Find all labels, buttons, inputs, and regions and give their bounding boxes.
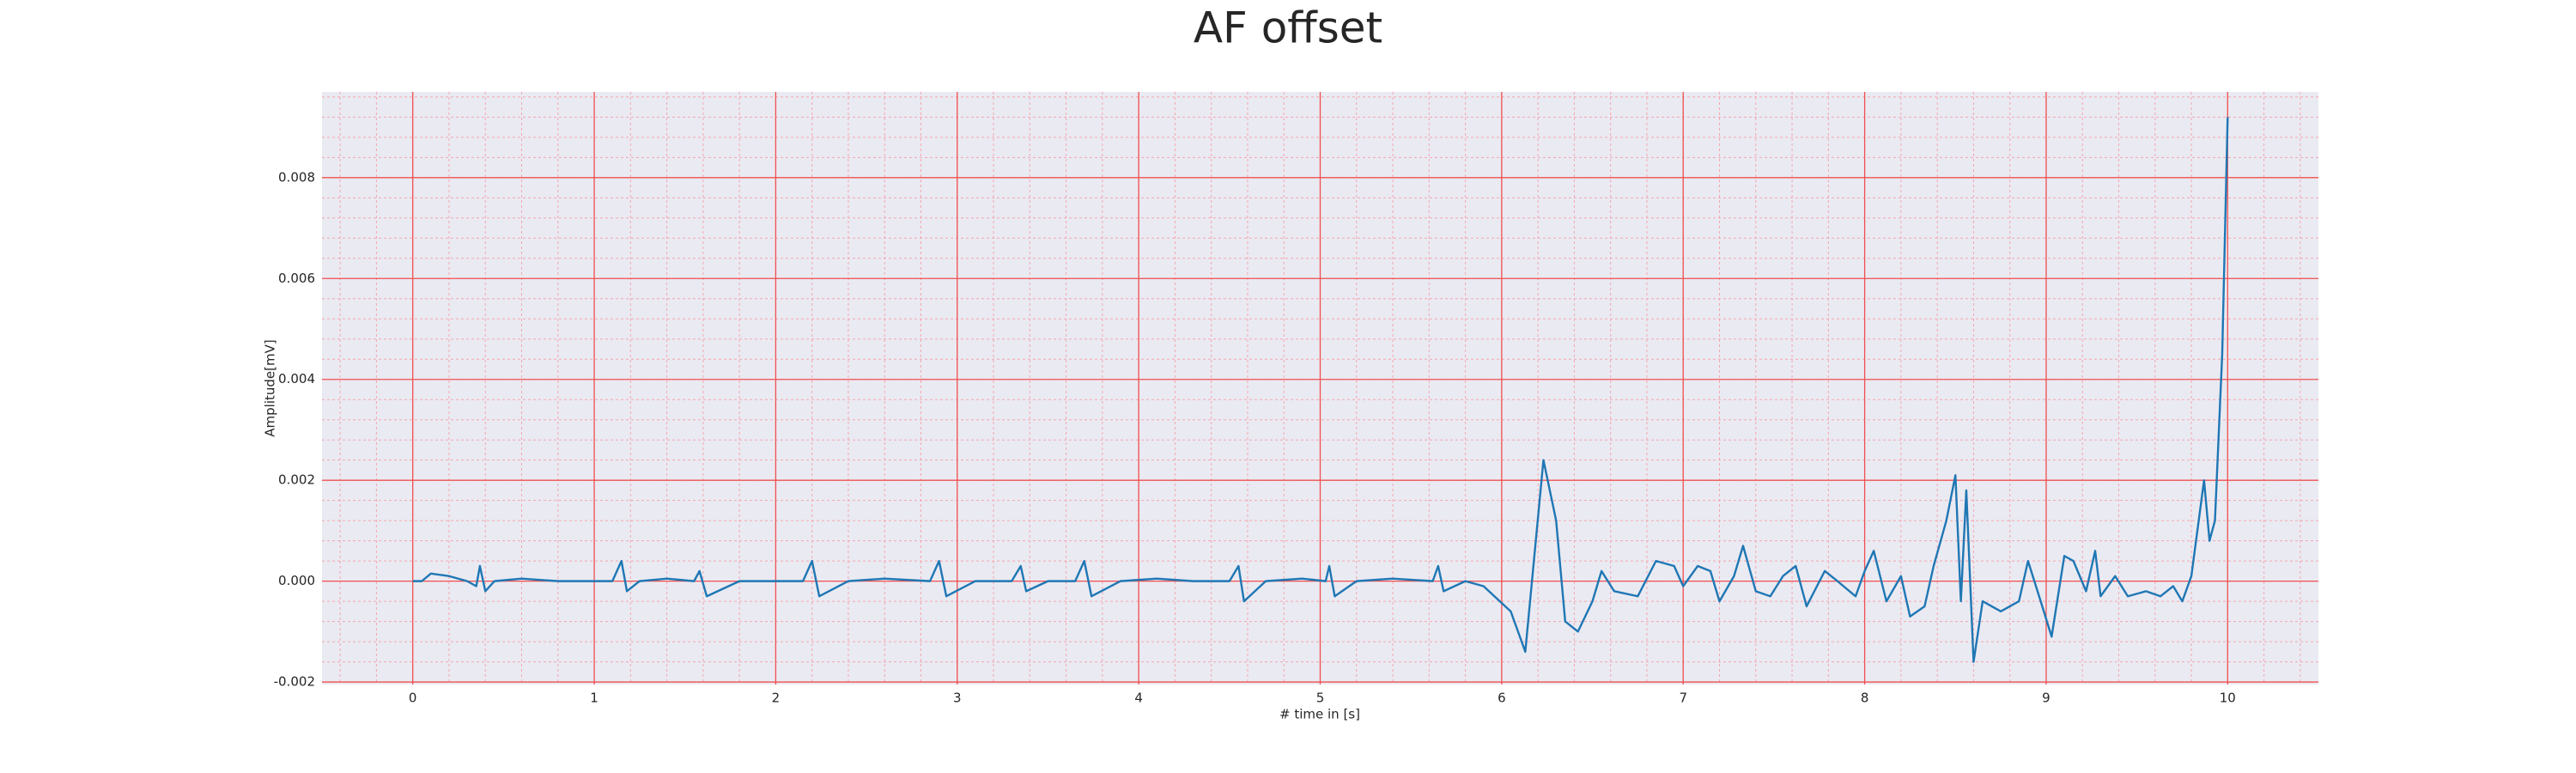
- x-tick-label: 9: [2042, 691, 2050, 706]
- x-tick-label: 6: [1498, 691, 1506, 706]
- y-tick-label: 0.004: [278, 371, 315, 386]
- y-axis-label: Amplitude[mV]: [263, 339, 278, 436]
- x-tick-label: 1: [590, 691, 598, 706]
- x-tick-label: 8: [1861, 691, 1869, 706]
- x-tick-label: 5: [1316, 691, 1325, 706]
- y-tick-label: 0.002: [278, 472, 315, 488]
- y-tick-label: 0.008: [278, 169, 315, 185]
- chart-title: AF offset: [1194, 3, 1382, 53]
- x-tick-label: 7: [1679, 691, 1687, 706]
- y-tick-label: 0.006: [278, 271, 315, 286]
- y-tick-label: 0.000: [278, 573, 315, 588]
- x-tick-label: 3: [953, 691, 962, 706]
- line-series: [412, 117, 2229, 663]
- y-tick-label: -0.002: [274, 674, 315, 690]
- x-tick-label: 10: [2220, 691, 2236, 706]
- x-tick-label: 0: [409, 691, 417, 706]
- x-tick-label: 4: [1134, 691, 1143, 706]
- x-axis-label: # time in [s]: [1279, 707, 1360, 722]
- x-tick-label: 2: [772, 691, 781, 706]
